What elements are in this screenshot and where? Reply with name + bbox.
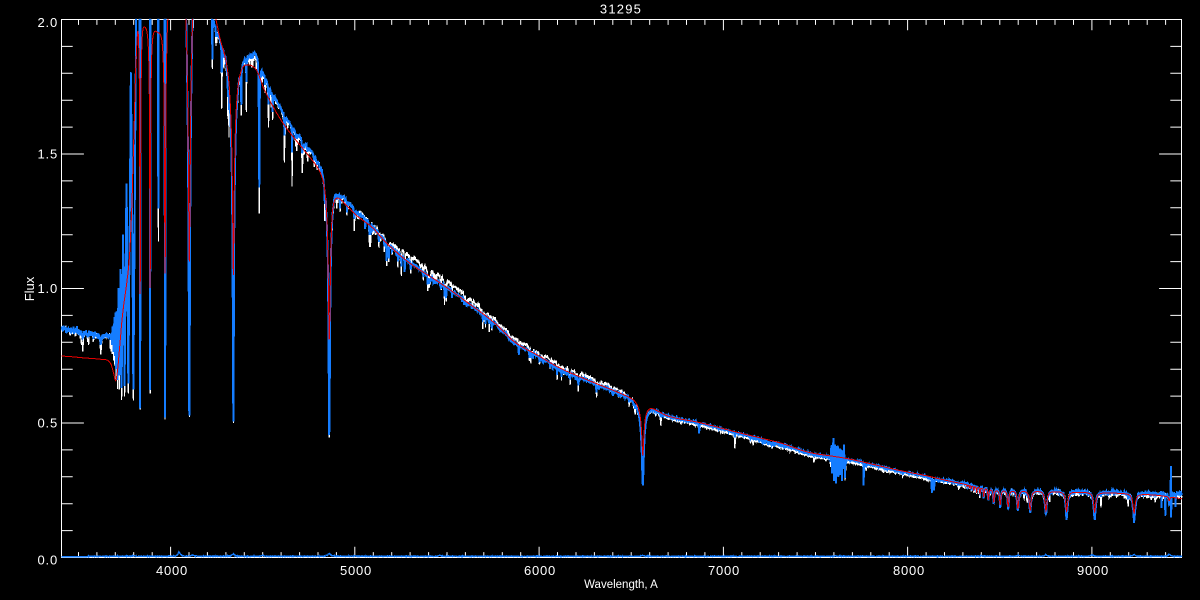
svg-text:Wavelength, A: Wavelength, A	[584, 579, 658, 591]
svg-text:4000: 4000	[156, 563, 188, 578]
svg-text:1.0: 1.0	[38, 281, 58, 296]
svg-text:5000: 5000	[340, 563, 372, 578]
svg-text:8000: 8000	[893, 563, 925, 578]
svg-text:0.5: 0.5	[38, 416, 58, 431]
svg-text:Flux: Flux	[22, 276, 37, 301]
svg-text:31295: 31295	[600, 2, 642, 17]
svg-text:7000: 7000	[708, 563, 740, 578]
svg-text:0.0: 0.0	[38, 553, 58, 568]
svg-text:1.5: 1.5	[38, 147, 58, 162]
svg-text:6000: 6000	[524, 563, 556, 578]
svg-text:9000: 9000	[1077, 563, 1109, 578]
svg-text:2.0: 2.0	[38, 15, 58, 30]
